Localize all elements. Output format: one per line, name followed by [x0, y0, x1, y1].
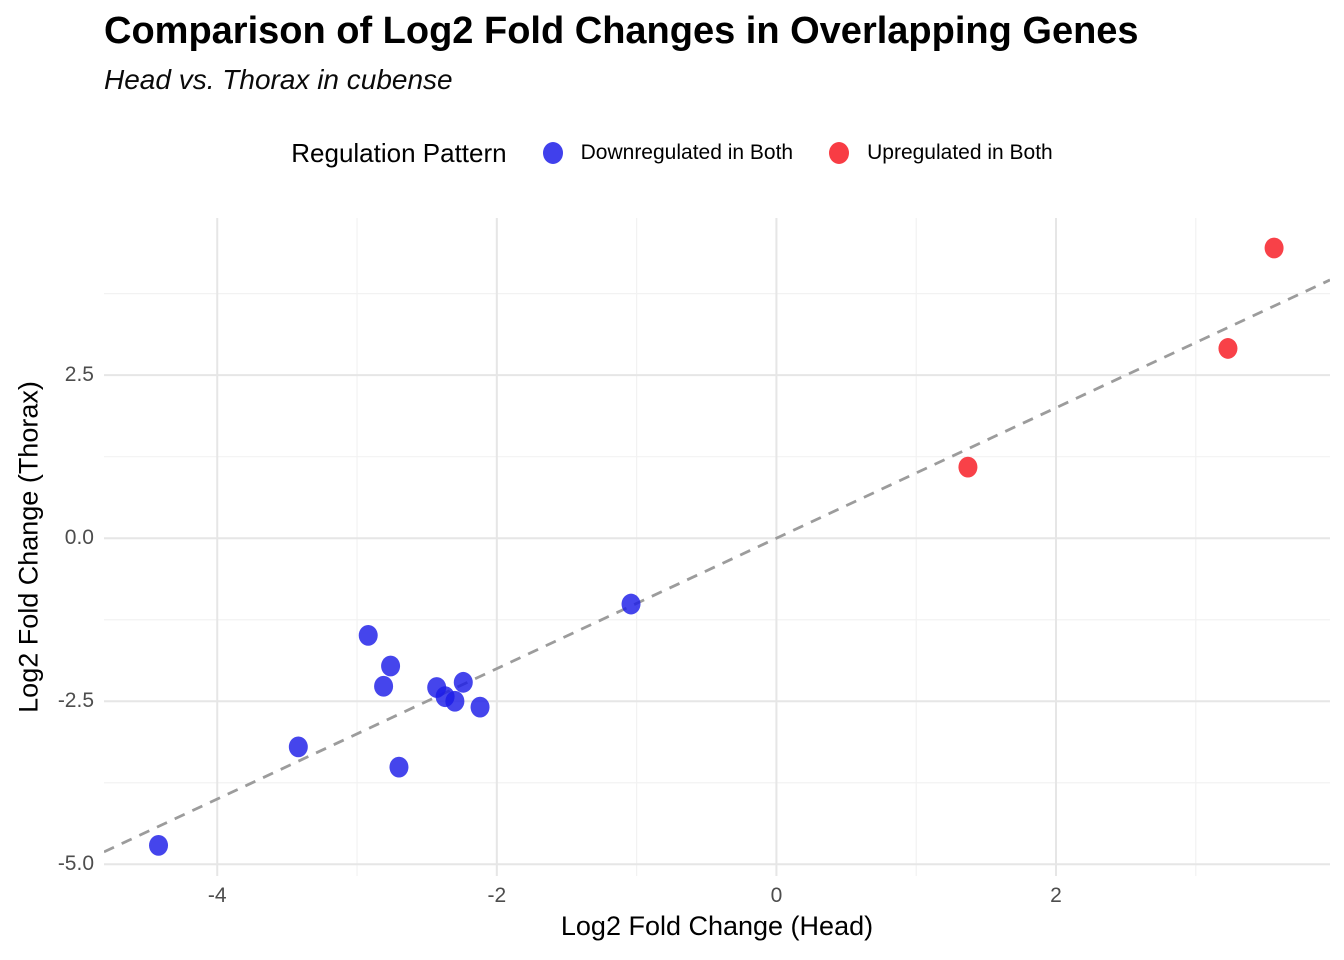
- legend-item-label: Downregulated in Both: [580, 141, 794, 164]
- data-point: [358, 624, 378, 646]
- y-tick-label: 2.5: [64, 363, 94, 387]
- x-tick-label: -4: [207, 884, 227, 907]
- upregulated-dot-icon: [829, 142, 850, 164]
- plot-panel: [104, 218, 1330, 876]
- data-point: [445, 690, 465, 712]
- legend-item-label: Upregulated in Both: [867, 141, 1053, 164]
- data-point: [470, 696, 490, 718]
- data-point: [288, 736, 308, 758]
- x-tick-label: 2: [1050, 884, 1062, 907]
- data-point: [374, 675, 394, 697]
- x-axis-title: Log2 Fold Change (Head): [560, 911, 874, 941]
- legend-title: Regulation Pattern: [291, 137, 507, 168]
- data-point: [389, 756, 409, 778]
- data-point: [958, 456, 978, 478]
- data-point: [621, 593, 641, 615]
- legend-item-upregulated: Upregulated in Both: [829, 141, 1053, 165]
- identity-reference-line: [104, 278, 1330, 854]
- data-point: [1218, 338, 1238, 359]
- data-point: [1264, 237, 1284, 259]
- chart-subtitle: Head vs. Thorax in cubense: [104, 64, 453, 95]
- data-point: [381, 655, 401, 677]
- y-tick-label: -5.0: [57, 852, 94, 876]
- y-tick-label: 0.0: [64, 526, 94, 550]
- legend: Regulation Pattern Downregulated in Both…: [0, 133, 1344, 173]
- legend-item-downregulated: Downregulated in Both: [542, 141, 794, 165]
- y-tick-label: -2.5: [57, 689, 94, 713]
- downregulated-dot-icon: [542, 142, 563, 164]
- x-tick-label: 0: [770, 884, 783, 907]
- chart-title: Comparison of Log2 Fold Changes in Overl…: [104, 10, 1139, 52]
- scatter-plot: [104, 218, 1330, 876]
- data-point: [453, 671, 473, 693]
- data-point: [149, 834, 169, 856]
- x-tick-label: -2: [487, 884, 507, 907]
